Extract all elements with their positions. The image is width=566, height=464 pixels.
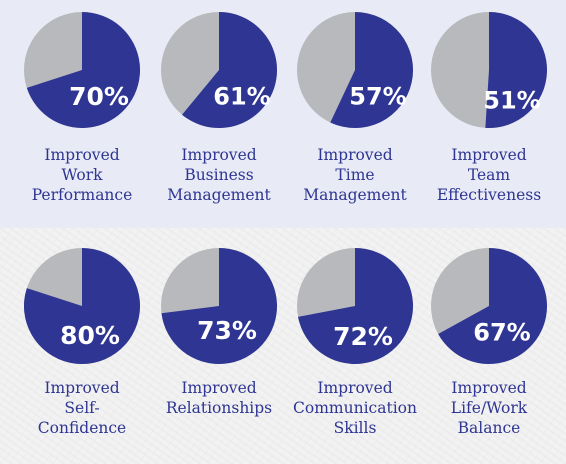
pie-category-label: Improved Team Effectiveness xyxy=(419,145,559,205)
pie-category-label-line: Improved xyxy=(44,379,120,397)
pie-percent-label: 72% xyxy=(333,322,393,351)
pie-value-slice xyxy=(485,12,547,128)
pie-category-label-line: Improved xyxy=(181,146,257,164)
pie-category-label-line: Improved xyxy=(451,146,527,164)
pie-value-slice xyxy=(330,12,413,128)
pie-percent-label: 80% xyxy=(60,321,120,350)
pie-category-label-line: Work xyxy=(61,166,103,184)
pie-category-label: Improved Relationships xyxy=(149,378,289,418)
pie-percent-label: 51% xyxy=(483,86,540,114)
pie-category-label: Improved Communication Skills xyxy=(285,378,425,438)
pie-category-label-line: Life/Work xyxy=(450,399,528,417)
pie-value-slice xyxy=(182,12,277,128)
pie-percent-label: 73% xyxy=(197,316,257,345)
pie-category-label-line: Confidence xyxy=(37,419,127,437)
pie-value-slice xyxy=(298,248,413,364)
pie-category-label-line: Management xyxy=(167,186,271,204)
pie-category-label: Improved Work Performance xyxy=(12,145,152,205)
pie-value-slice xyxy=(438,248,547,364)
pie-category-label-line: Improved xyxy=(317,379,393,397)
pie-category-label-line: Skills xyxy=(333,419,377,437)
pie-value-slice xyxy=(23,248,140,365)
pie-category-label: Improved Business Management xyxy=(149,145,289,205)
pie-category-label-line: Performance xyxy=(31,186,133,204)
pie-category-label-line: Balance xyxy=(457,419,521,437)
pie-category-label-line: Self- xyxy=(64,399,100,417)
pie-category-label-line: Improved xyxy=(451,379,527,397)
pie-value-slice xyxy=(161,248,278,365)
pie-category-label-line: Improved xyxy=(44,146,120,164)
pie-category-label-line: Improved xyxy=(317,146,393,164)
pie-category-label-line: Effectiveness xyxy=(436,186,542,204)
pie-category-label-line: Improved xyxy=(181,379,257,397)
pie-percent-label: 70% xyxy=(69,82,129,111)
pie-category-label: Improved Self- Confidence xyxy=(12,378,152,438)
pie-category-label-line: Business xyxy=(184,166,254,184)
pie-value-slice xyxy=(26,12,140,128)
pie-category-label-line: Time xyxy=(335,166,375,184)
pie-percent-label: 67% xyxy=(473,318,530,346)
pie-category-label-line: Team xyxy=(467,166,511,184)
pie-category-label-line: Communication xyxy=(293,399,417,417)
pie-percent-label: 61% xyxy=(213,82,270,110)
pie-category-label: Improved Time Management xyxy=(285,145,425,205)
pie-category-label: Improved Life/Work Balance xyxy=(419,378,559,438)
pie-category-label-line: Management xyxy=(303,186,407,204)
pie-category-label-line: Relationships xyxy=(165,399,273,417)
pie-percent-label: 57% xyxy=(349,82,406,110)
